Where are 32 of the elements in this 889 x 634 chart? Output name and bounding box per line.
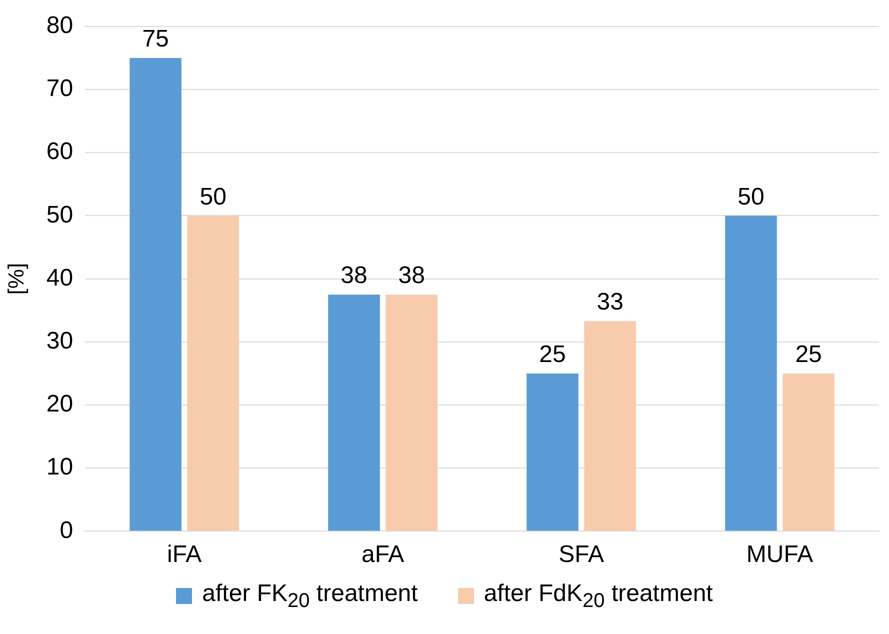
data-label: 33 bbox=[596, 288, 624, 316]
legend-label: after FdK$_{20}$ treatment bbox=[484, 580, 713, 613]
y-tick-label: 10 bbox=[46, 454, 74, 481]
data-label: 50 bbox=[738, 183, 764, 210]
bar bbox=[526, 373, 578, 531]
bar bbox=[386, 294, 438, 531]
y-tick-label: 80 bbox=[46, 12, 74, 40]
y-tick-label: 30 bbox=[46, 328, 74, 355]
bar bbox=[130, 58, 182, 531]
legend-label: after FK$_{20}$ treatment bbox=[202, 580, 418, 613]
data-label: 50 bbox=[200, 183, 226, 210]
y-axis-title: [%] bbox=[3, 262, 28, 295]
data-label: 75 bbox=[142, 26, 169, 53]
bar bbox=[328, 294, 380, 531]
data-label: 38 bbox=[340, 262, 368, 290]
data-label: 38 bbox=[398, 262, 425, 290]
y-tick-label: 70 bbox=[46, 75, 74, 102]
x-tick-label: iFA bbox=[166, 541, 202, 568]
data-label: 25 bbox=[539, 341, 566, 368]
bar bbox=[584, 321, 636, 531]
x-tick-label: SFA bbox=[558, 541, 604, 568]
y-tick-label: 60 bbox=[46, 138, 74, 166]
y-tick-label: 0 bbox=[60, 516, 74, 544]
y-tick-label: 50 bbox=[46, 201, 74, 228]
x-tick-label: MUFA bbox=[746, 541, 814, 568]
bar bbox=[187, 216, 240, 531]
y-tick-label: 40 bbox=[46, 264, 74, 292]
data-label: 25 bbox=[795, 341, 822, 368]
x-tick-label: aFA bbox=[361, 541, 404, 568]
bar bbox=[782, 373, 834, 531]
bar bbox=[725, 216, 777, 531]
y-tick-label: 20 bbox=[46, 390, 74, 418]
